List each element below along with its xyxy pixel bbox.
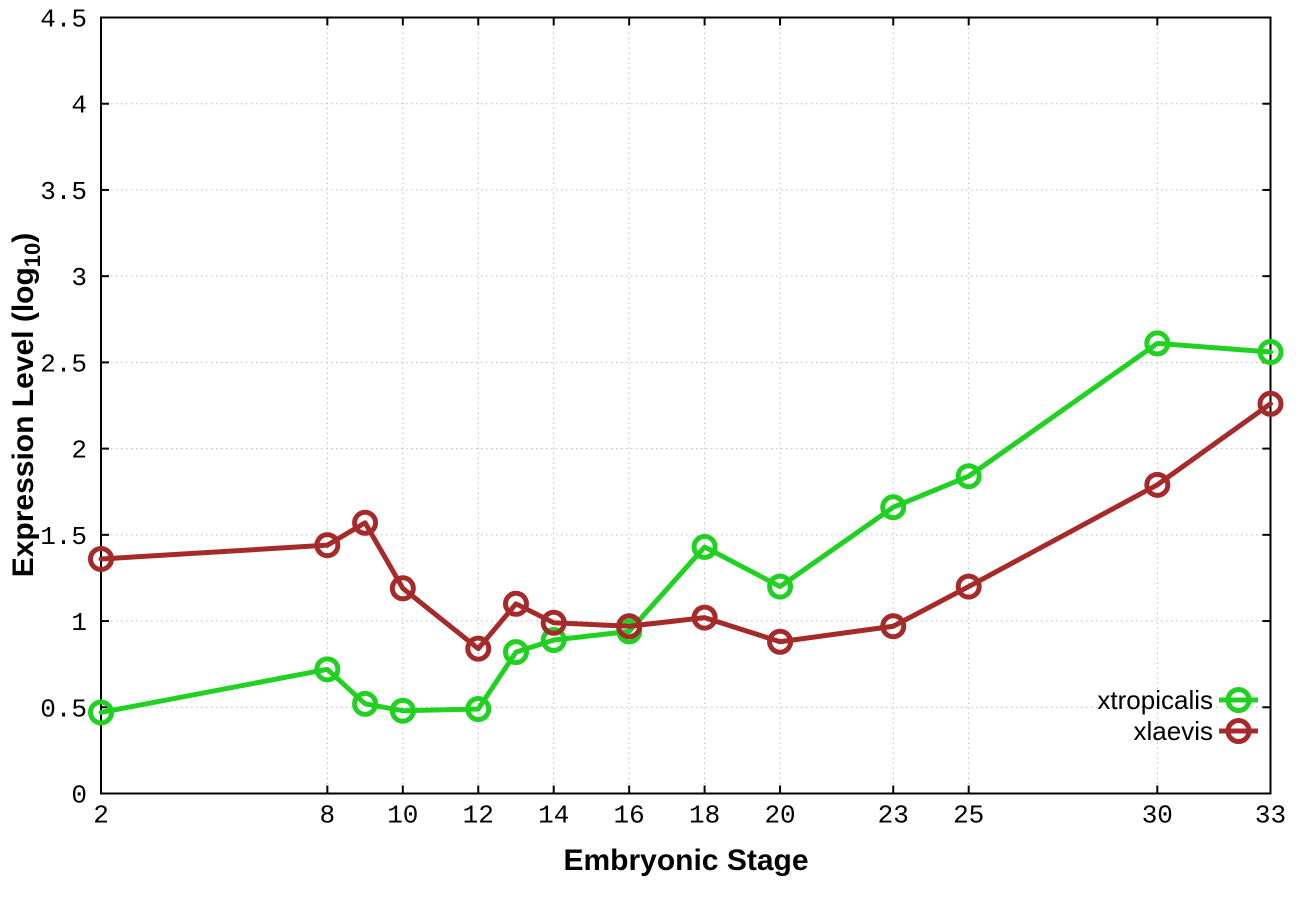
data-point-xlaevis-30 xyxy=(1144,471,1171,498)
data-point-xtropicalis-30 xyxy=(1144,330,1171,357)
data-point-xlaevis-16 xyxy=(616,613,643,640)
x-tick-label: 10 xyxy=(387,801,418,831)
y-tick-label: 0.5 xyxy=(40,694,87,724)
data-point-xtropicalis-18 xyxy=(691,533,718,560)
data-point-xtropicalis-2 xyxy=(88,699,114,726)
data-point-xtropicalis-13 xyxy=(502,639,529,666)
data-point-xtropicalis-33 xyxy=(1257,339,1284,366)
data-point-xlaevis-12 xyxy=(465,635,492,662)
data-point-xtropicalis-25 xyxy=(955,463,982,490)
data-point-xlaevis-9 xyxy=(352,509,379,536)
legend-label-xlaevis: xlaevis xyxy=(1134,716,1213,746)
data-point-xlaevis-14 xyxy=(540,609,567,636)
x-tick-label: 23 xyxy=(878,801,909,831)
data-point-xtropicalis-12 xyxy=(465,696,492,723)
x-tick-label: 16 xyxy=(614,801,645,831)
y-tick-label: 1.5 xyxy=(40,522,87,552)
y-tick-label: 4 xyxy=(71,91,87,121)
legend-marker-xtropicalis xyxy=(1225,687,1252,713)
data-point-xlaevis-25 xyxy=(955,573,982,600)
data-point-xtropicalis-20 xyxy=(767,573,794,600)
y-tick-label: 3.5 xyxy=(40,177,87,207)
y-axis-title: Expression Level (log10) xyxy=(7,233,45,578)
x-tick-label: 2 xyxy=(93,801,109,831)
y-tick-label: 2 xyxy=(71,436,87,466)
x-tick-label: 20 xyxy=(764,801,795,831)
data-point-xtropicalis-10 xyxy=(389,697,416,724)
data-point-xlaevis-23 xyxy=(880,613,907,640)
y-tick-label: 4.5 xyxy=(40,5,87,35)
data-point-xtropicalis-8 xyxy=(314,656,341,683)
data-point-xtropicalis-9 xyxy=(352,690,379,717)
data-point-xlaevis-13 xyxy=(502,590,529,617)
x-tick-label: 30 xyxy=(1142,801,1173,831)
y-tick-label: 3 xyxy=(71,263,87,293)
axes-layer: 2 8 10 12 14 16 18 20 23 25 30 33 0 0.5 1 1.5 2 2.5 3 3.5 4 4… xyxy=(40,5,1286,831)
data-point-xlaevis-10 xyxy=(389,575,416,602)
legend-label-xtropicalis: xtropicalis xyxy=(1097,685,1213,715)
data-point-xlaevis-20 xyxy=(767,628,794,655)
y-tick-label: 0 xyxy=(71,781,87,811)
data-point-xtropicalis-14 xyxy=(540,627,567,654)
x-axis-title: Embryonic Stage xyxy=(563,844,808,877)
y-tick-label: 1 xyxy=(71,608,87,638)
data-point-xlaevis-2 xyxy=(88,545,114,572)
x-tick-label: 33 xyxy=(1255,801,1286,831)
x-tick-label: 8 xyxy=(320,801,336,831)
data-point-xlaevis-18 xyxy=(691,604,718,631)
x-tick-label: 18 xyxy=(689,801,720,831)
legend-marker-xlaevis xyxy=(1225,718,1252,744)
data-point-xtropicalis-23 xyxy=(880,494,907,521)
x-tick-label: 12 xyxy=(463,801,494,831)
series-line-xtropicalis xyxy=(98,340,1273,715)
data-point-xlaevis-33 xyxy=(1257,390,1284,417)
x-tick-label: 25 xyxy=(953,801,984,831)
series-line-xlaevis xyxy=(98,401,1273,652)
y-tick-label: 2.5 xyxy=(40,349,87,379)
series-layer xyxy=(88,330,1284,726)
x-tick-label: 14 xyxy=(538,801,569,831)
data-point-xlaevis-8 xyxy=(314,532,341,559)
